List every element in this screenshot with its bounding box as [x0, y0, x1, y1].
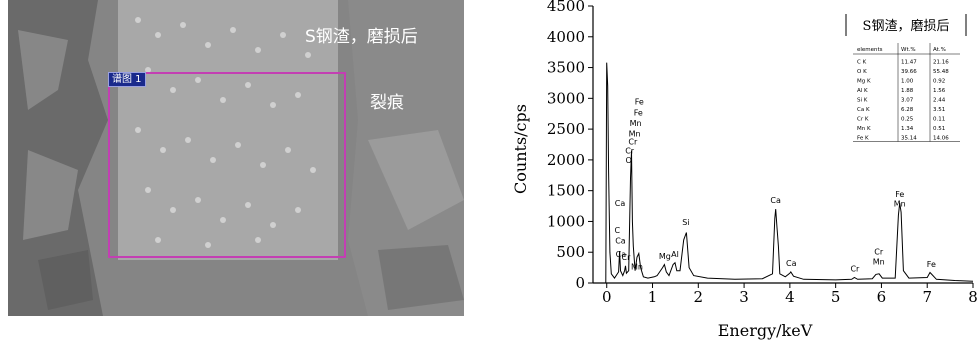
sem-texture: [8, 0, 464, 316]
peak-label: Mn: [630, 119, 642, 128]
eds-spectrum-chart: 0 1 2 3 4 5 6 7 8 0 500 1000 1500 2000 2500 3000 3500 400…: [511, 0, 978, 340]
table-cell: 0.51: [933, 126, 945, 132]
particle-texture: [135, 17, 316, 248]
table-cell: 1.56: [933, 88, 946, 94]
sem-micrograph: 谱图 1 S钢渣，磨损后 裂痕: [8, 0, 464, 316]
peak-label: C: [614, 226, 620, 235]
table-cell: 0.11: [933, 117, 945, 123]
peak-label: Al: [671, 250, 679, 259]
y-tick-label: 1000: [547, 212, 585, 230]
table-cell: 35.14: [901, 136, 917, 142]
table-cell: 21.16: [933, 60, 949, 66]
spectrum-line: [602, 62, 974, 284]
peak-label: Cr: [874, 248, 884, 257]
chart-axes: 0 1 2 3 4 5 6 7 8 0 500 1000 1500 2000 2500 3000 3500 400…: [547, 0, 978, 306]
composition-legend: S钢渣，磨损后 elements Wt.% At.% C K 11.47 21.16 O K 3…: [845, 14, 967, 142]
peak-label: Cr: [628, 138, 638, 147]
x-tick-label: 8: [968, 288, 978, 306]
peak-label: Mn: [629, 129, 641, 138]
peak-label: Cr: [625, 147, 635, 156]
roi-label: 谱图 1: [108, 72, 146, 87]
x-tick-label: 5: [831, 288, 841, 306]
table-cell: 1.34: [901, 126, 914, 132]
table-header: Wt.%: [901, 47, 916, 53]
table-cell: Mg K: [857, 79, 871, 85]
legend-title: S钢渣，磨损后: [863, 19, 950, 34]
y-tick-label: 4500: [547, 0, 585, 15]
peak-label: Ca: [616, 250, 627, 259]
peak-label: Mn: [873, 258, 885, 267]
spectrum-plot: [602, 62, 974, 284]
table-cell: O K: [857, 69, 867, 75]
peak-label: Ca: [770, 196, 781, 205]
y-tick-label: 3500: [547, 59, 585, 77]
table-cell: 1.88: [901, 88, 914, 94]
table-cell: Si K: [857, 98, 868, 104]
table-cell: 55.48: [933, 69, 949, 75]
y-tick-label: 0: [575, 274, 585, 292]
table-cell: Ca K: [857, 107, 870, 113]
table-cell: Cr K: [857, 117, 869, 123]
y-tick-label: 500: [556, 243, 585, 261]
table-cell: 0.25: [901, 117, 914, 123]
roi-box: [108, 72, 346, 258]
y-tick-label: 2000: [547, 151, 585, 169]
table-cell: 6.28: [901, 107, 914, 113]
table-header: elements: [857, 47, 883, 53]
peak-label: Fe: [927, 260, 936, 269]
peak-label: Cr: [850, 264, 860, 273]
table-cell: 2.44: [933, 98, 946, 104]
peak-label: Fe: [634, 109, 643, 118]
x-tick-label: 4: [785, 288, 795, 306]
table-header: At.%: [933, 47, 946, 53]
table-cell: 11.47: [901, 60, 917, 66]
peak-label: Fe: [895, 190, 904, 199]
peak-label: Mn: [894, 200, 906, 209]
x-tick-label: 1: [648, 288, 658, 306]
y-tick-label: 4000: [547, 28, 585, 46]
table-cell: 14.06: [933, 136, 949, 142]
table-cell: 1.00: [901, 79, 914, 85]
table-cell: 3.07: [901, 98, 914, 104]
table-cell: Fe K: [857, 136, 869, 142]
table-cell: 0.92: [933, 79, 945, 85]
x-tick-label: 3: [739, 288, 749, 306]
x-tick-label: 6: [877, 288, 887, 306]
x-tick-label: 7: [922, 288, 932, 306]
y-tick-label: 2500: [547, 120, 585, 138]
peak-label: Ca: [786, 259, 797, 268]
x-axis-label: Energy/keV: [718, 321, 813, 340]
peak-label: Ca: [615, 199, 626, 208]
crack-label: 裂痕: [370, 93, 404, 113]
peak-label: O: [626, 156, 632, 165]
table-cell: Al K: [857, 88, 868, 94]
peak-label: Cr: [622, 253, 632, 262]
table-cell: Mn K: [857, 126, 871, 132]
y-tick-label: 3000: [547, 89, 585, 107]
x-tick-label: 0: [602, 288, 612, 306]
y-tick-label: 1500: [547, 182, 585, 200]
peak-label: Mn: [631, 262, 643, 271]
table-cell: 3.51: [933, 107, 945, 113]
peak-label: Ca: [615, 237, 626, 246]
peak-label: Fe: [635, 97, 644, 106]
table-cell: C K: [857, 60, 867, 66]
x-tick-label: 2: [694, 288, 704, 306]
y-axis-label: Counts/cps: [511, 104, 530, 194]
peak-label: Si: [682, 218, 689, 227]
table-cell: 39.66: [901, 69, 917, 75]
sample-label: S钢渣，磨损后: [305, 27, 418, 47]
peak-label: Mg: [659, 252, 671, 261]
